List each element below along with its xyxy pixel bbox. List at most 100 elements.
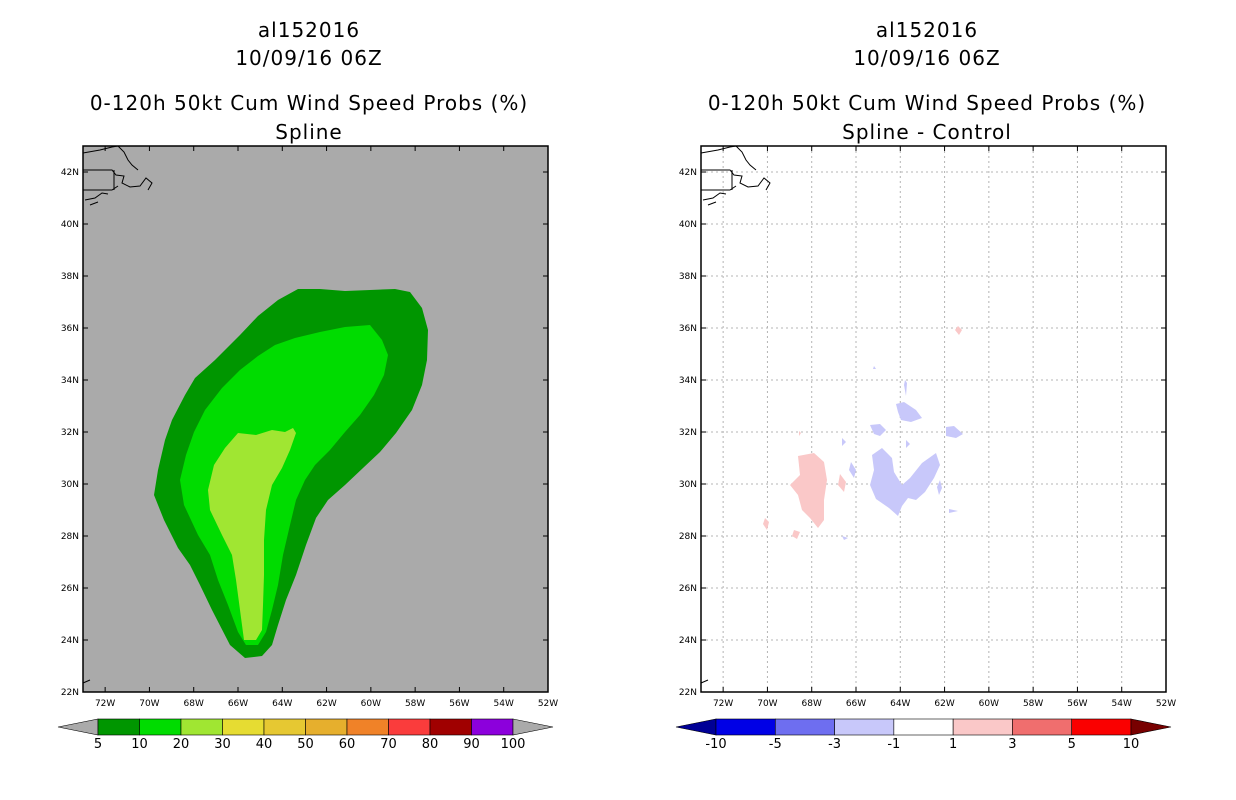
lon-tick-label: 72W — [95, 699, 115, 709]
diff-negative — [842, 366, 963, 540]
prob-contour-10 — [180, 325, 388, 645]
coastline — [700, 145, 771, 684]
lat-tick-label: 30N — [679, 480, 697, 490]
colorbar-label: 50 — [297, 737, 314, 752]
storm-id: al152016 — [875, 18, 979, 42]
colorbar-label: 30 — [214, 737, 231, 752]
colorbar-swatch — [774, 718, 835, 736]
colorbar-label: 10 — [1123, 737, 1140, 752]
colorbar-swatch — [305, 718, 348, 736]
lon-tick-label: 58W — [1023, 699, 1043, 709]
lat-tick-label: 32N — [679, 428, 697, 438]
colorbar-label: 40 — [256, 737, 273, 752]
diff-positive — [763, 326, 962, 539]
right-panel: al152016 10/09/16 06Z 0-120h 50kt Cum Wi… — [618, 0, 1236, 800]
lat-tick-label: 32N — [61, 428, 79, 438]
lat-tick-label: 38N — [679, 272, 697, 282]
lat-tick-label: 22N — [679, 688, 697, 698]
colorbar-swatch — [139, 718, 182, 736]
lon-tick-label: 58W — [405, 699, 425, 709]
right-colorbar: -10 -5 -3 -1 1 3 5 10 — [675, 718, 1172, 752]
colorbar-arrow-high — [512, 718, 554, 736]
colorbar-label: 5 — [94, 737, 102, 752]
lon-tick-label: 72W — [713, 699, 733, 709]
lat-tick-label: 36N — [61, 324, 79, 334]
lon-tick-label: 56W — [449, 699, 469, 709]
colorbar-swatch — [834, 718, 895, 736]
lon-tick-label: 70W — [139, 699, 159, 709]
lat-tick-label: 42N — [679, 168, 697, 178]
lat-tick-label: 40N — [61, 220, 79, 230]
lon-tick-label: 66W — [228, 699, 248, 709]
lon-tick-label: 64W — [890, 699, 910, 709]
lon-tick-label: 60W — [361, 699, 381, 709]
right-axis-ticks: 72W 70W 68W 66W 64W 62W 60W 58W 56W 54W 52W 22N 24N 2… — [679, 146, 1176, 709]
left-colorbar: 5 10 20 30 40 50 60 70 80 90 100 — [57, 718, 554, 752]
left-panel: al152016 10/09/16 06Z 0-120h 50kt Cum Wi… — [57, 18, 558, 752]
colorbar-swatch — [97, 718, 140, 736]
map-frame — [82, 145, 549, 693]
lon-tick-label: 70W — [757, 699, 777, 709]
product-title: 0-120h 50kt Cum Wind Speed Probs (%) — [707, 91, 1147, 115]
colorbar-label: 90 — [463, 737, 480, 752]
colorbar-swatch — [893, 718, 954, 736]
colorbar-label: 5 — [1068, 737, 1076, 752]
lon-tick-label: 68W — [802, 699, 822, 709]
colorbar-label: -1 — [887, 737, 900, 752]
lat-tick-label: 38N — [61, 272, 79, 282]
colorbar-swatch — [1012, 718, 1073, 736]
left-map: 72W 70W 68W 66W 64W 62W 60W 58W 56W 54W 52W 22N 24N 2… — [57, 145, 558, 752]
map-background — [701, 146, 1166, 692]
lon-tick-label: 52W — [538, 699, 558, 709]
coastline — [82, 145, 153, 684]
lon-tick-label: 54W — [494, 699, 514, 709]
colorbar-label: 3 — [1008, 737, 1016, 752]
colorbar-swatch — [388, 718, 431, 736]
lat-tick-label: 30N — [61, 480, 79, 490]
panel-subtitle: Spline — [275, 120, 343, 144]
colorbar-swatch — [180, 718, 223, 736]
lat-tick-label: 42N — [61, 168, 79, 178]
lat-tick-label: 34N — [61, 376, 79, 386]
datetime: 10/09/16 06Z — [235, 46, 383, 70]
colorbar-arrow-low — [57, 718, 99, 736]
colorbar-swatch — [429, 718, 472, 736]
product-title: 0-120h 50kt Cum Wind Speed Probs (%) — [89, 91, 529, 115]
lat-tick-label: 26N — [61, 584, 79, 594]
lat-tick-label: 34N — [679, 376, 697, 386]
lon-tick-label: 64W — [272, 699, 292, 709]
left-axis-ticks: 72W 70W 68W 66W 64W 62W 60W 58W 56W 54W 52W 22N 24N 2… — [61, 146, 558, 709]
lon-tick-label: 62W — [316, 699, 336, 709]
colorbar-arrow-low — [675, 718, 717, 736]
colorbar-label: 1 — [949, 737, 957, 752]
lat-tick-label: 28N — [679, 532, 697, 542]
colorbar-label: 20 — [173, 737, 190, 752]
lon-tick-label: 66W — [846, 699, 866, 709]
colorbar-swatch — [952, 718, 1013, 736]
colorbar-label: 60 — [339, 737, 356, 752]
lat-tick-label: 26N — [679, 584, 697, 594]
storm-id: al152016 — [257, 18, 361, 42]
lon-tick-label: 68W — [184, 699, 204, 709]
colorbar-swatch — [222, 718, 265, 736]
colorbar-label: 80 — [422, 737, 439, 752]
colorbar-label: 10 — [131, 737, 148, 752]
colorbar-swatch — [471, 718, 514, 736]
prob-contour-20 — [208, 428, 296, 640]
lat-tick-label: 22N — [61, 688, 79, 698]
lon-tick-label: 62W — [934, 699, 954, 709]
lat-tick-label: 24N — [61, 636, 79, 646]
lat-tick-label: 24N — [679, 636, 697, 646]
lat-tick-label: 28N — [61, 532, 79, 542]
colorbar-label: -10 — [705, 737, 726, 752]
colorbar-swatch — [1071, 718, 1132, 736]
lat-tick-label: 36N — [679, 324, 697, 334]
lon-tick-label: 56W — [1067, 699, 1087, 709]
colorbar-swatch — [263, 718, 306, 736]
right-map: 72W 70W 68W 66W 64W 62W 60W 58W 56W 54W 52W 22N 24N 2… — [675, 145, 1176, 752]
lon-tick-label: 52W — [1156, 699, 1176, 709]
colorbar-swatch — [715, 718, 776, 736]
panel-subtitle: Spline - Control — [842, 120, 1012, 144]
colorbar-label: -5 — [769, 737, 782, 752]
lon-tick-label: 60W — [979, 699, 999, 709]
